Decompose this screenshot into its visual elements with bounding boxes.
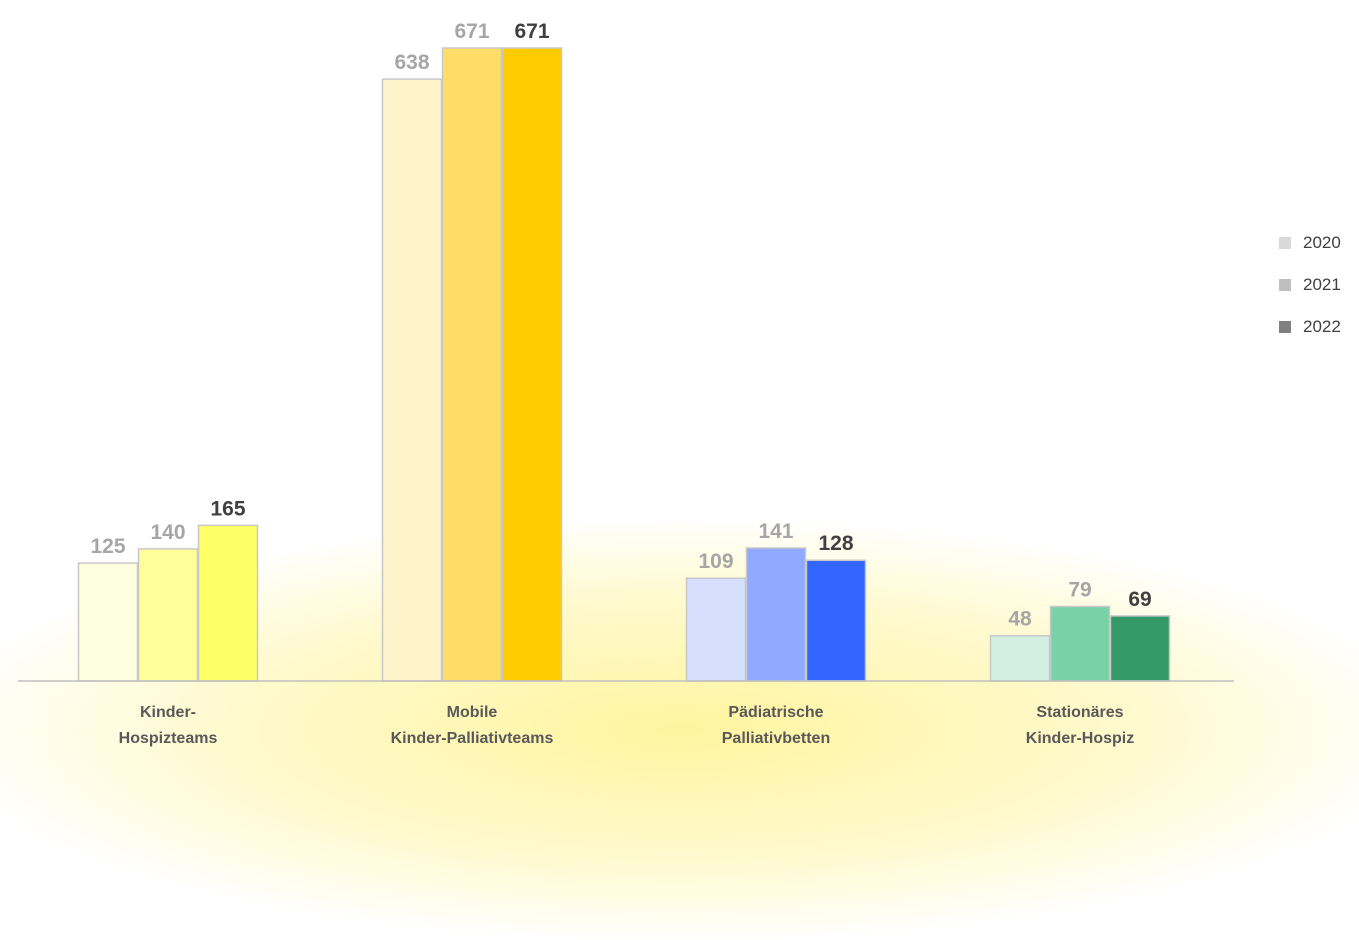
bar (77, 562, 139, 682)
category-label: Kinder-Hospizteams (119, 704, 218, 747)
category-label: Pädiatrische Palliativbetten (722, 704, 830, 747)
data-label: 125 (90, 535, 125, 558)
bar (137, 548, 199, 682)
data-label: 671 (454, 20, 489, 43)
legend-item-2021: 2021 (1279, 274, 1341, 296)
data-label: 671 (514, 20, 549, 43)
bar (501, 47, 563, 682)
legend-label-2022: 2022 (1303, 317, 1341, 336)
bar (685, 577, 747, 682)
bar-group: 125 140 165 (77, 497, 259, 682)
data-label: 165 (210, 497, 245, 520)
bar-chart: 125 140 165 Kinder-Hospizteams 638 671 671 Mobi… (18, 20, 1234, 747)
category-label: Mobile Kinder-Palliativteams (391, 704, 554, 747)
legend-swatch-2021 (1279, 279, 1291, 291)
bar (745, 547, 807, 682)
bar (381, 78, 443, 682)
bar-group: 48 79 69 (989, 578, 1171, 682)
bar (989, 634, 1051, 682)
bar (1049, 605, 1111, 682)
legend: 2020 2021 2022 (1279, 232, 1341, 358)
data-label: 79 (1068, 578, 1091, 601)
legend-label-2020: 2020 (1303, 233, 1341, 252)
data-label: 128 (818, 532, 853, 555)
legend-item-2020: 2020 (1279, 232, 1341, 254)
bar-group: 638 671 671 (381, 20, 563, 682)
data-label: 638 (394, 51, 429, 74)
bar (1109, 615, 1171, 682)
bar (197, 524, 259, 682)
bar (805, 559, 867, 682)
category-label: Stationäres Kinder-Hospiz (1026, 704, 1134, 747)
bar (441, 47, 503, 682)
legend-swatch-2020 (1279, 237, 1291, 249)
data-label: 48 (1008, 608, 1032, 631)
legend-swatch-2022 (1279, 321, 1291, 333)
bar-group: 109 141 128 (685, 520, 867, 682)
legend-label-2021: 2021 (1303, 275, 1341, 294)
data-label: 69 (1128, 588, 1151, 611)
data-label: 141 (758, 520, 793, 543)
legend-item-2022: 2022 (1279, 316, 1341, 338)
data-label: 140 (150, 521, 185, 544)
data-label: 109 (698, 550, 733, 573)
